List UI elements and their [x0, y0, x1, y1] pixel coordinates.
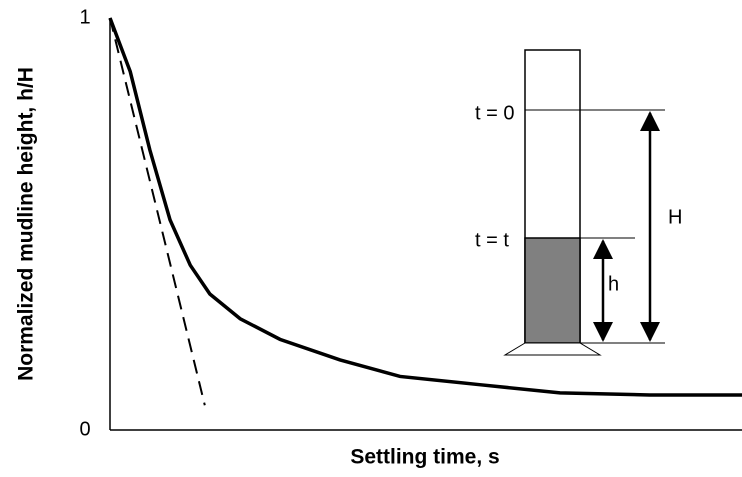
y-tick-label: 0: [79, 418, 90, 440]
annotation: t = t: [475, 229, 509, 251]
settling-column-diagram: [503, 49, 665, 356]
y-tick-label: 1: [79, 6, 90, 28]
annotation: h: [608, 273, 619, 295]
line: [109, 17, 206, 406]
annotation: t = 0: [475, 102, 514, 124]
y-axis-label: Normalized mudline height, h/H: [15, 67, 38, 381]
line: [108, 17, 742, 397]
x-axis-label: Settling time, s: [350, 446, 499, 469]
annotation: H: [668, 206, 682, 228]
